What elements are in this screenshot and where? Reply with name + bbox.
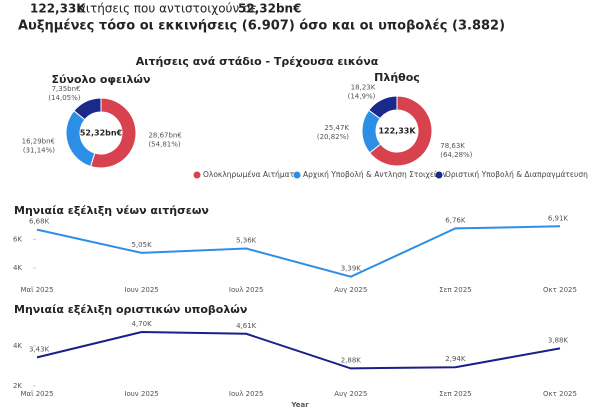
data-label: 28,67bn€ [148, 132, 181, 140]
data-label: 2,88K [341, 356, 362, 364]
y-tick-label: 2K [13, 382, 22, 390]
donut-segment [368, 95, 433, 167]
x-tick-label: Αυγ 2025 [334, 286, 367, 294]
share-label: (20,82%) [317, 133, 349, 141]
donut-title: Πλήθος [374, 71, 420, 84]
donut-segment [368, 95, 398, 120]
data-label: 25,47K [324, 124, 349, 132]
legend-label: Αρχική Υποβολή & Αντληση Στοιχείων [303, 170, 447, 179]
line-series [36, 225, 561, 278]
share-label: (31,14%) [23, 147, 55, 155]
line-series [36, 330, 561, 370]
header-text: αιτήσεις που αντιστοιχούν σε [78, 2, 257, 16]
y-tick-label: 4K [13, 264, 22, 272]
x-tick-label: Μαϊ 2025 [20, 286, 53, 294]
donut-center-label: 122,33K [378, 127, 416, 136]
data-label: 18,23K [351, 84, 376, 92]
y-tick-label: 6K [13, 235, 22, 243]
data-label: 5,05K [132, 241, 153, 249]
data-label: 2,94K [445, 355, 466, 363]
x-axis-title: Year [290, 401, 309, 409]
x-tick-label: Αυγ 2025 [334, 390, 367, 398]
header-amount: 52,32bn€ [238, 2, 301, 16]
share-label: (14,9%) [348, 93, 376, 101]
x-tick-label: Σεπ 2025 [439, 390, 471, 398]
donut-center-label: 52,32bn€ [80, 129, 123, 138]
header-subtitle: Αυξημένες τόσο οι εκκινήσεις (6.907) όσο… [18, 19, 505, 34]
share-label: (54,81%) [148, 141, 180, 149]
share-label: (64,28%) [440, 151, 472, 159]
x-tick-label: Ιουν 2025 [124, 390, 158, 398]
data-label: 6,91K [548, 214, 569, 222]
legend-label: Ολοκληρωμένα Αιτήματα [203, 170, 299, 179]
section-title: Αιτήσεις ανά στάδιο - Τρέχουσα εικόνα [136, 55, 379, 68]
legend-marker [435, 171, 443, 179]
data-label: 5,36K [236, 236, 257, 244]
data-label: 6,68K [29, 218, 50, 226]
donut-segment [73, 97, 102, 121]
data-label: 6,76K [445, 216, 466, 224]
x-tick-label: Ιουλ 2025 [229, 286, 264, 294]
data-label: 4,70K [132, 320, 153, 328]
data-label: 78,63K [440, 142, 465, 150]
x-tick-label: Ιουλ 2025 [229, 390, 264, 398]
x-tick-label: Οκτ 2025 [543, 286, 577, 294]
data-label: 7,35bn€ [52, 85, 81, 93]
data-label: 4,61K [236, 322, 257, 330]
donut-segment [89, 97, 137, 169]
share-label: (14,05%) [48, 94, 80, 102]
legend-marker [293, 171, 301, 179]
x-tick-label: Μαϊ 2025 [20, 390, 53, 398]
data-label: 3,39K [341, 265, 362, 273]
x-tick-label: Οκτ 2025 [543, 390, 577, 398]
legend-label: Οριστική Υποβολή & Διαπραγμάτευση [445, 170, 588, 179]
data-label: 3,43K [29, 345, 50, 353]
y-tick-label: 4K [13, 342, 22, 350]
donut-segment [65, 110, 96, 168]
chart-title: Μηνιαία εξέλιξη νέων αιτήσεων [14, 204, 209, 217]
data-label: 3,88K [548, 336, 569, 344]
donut-title: Σύνολο οφειλών [52, 73, 151, 86]
chart-title: Μηνιαία εξέλιξη οριστικών υποβολών [14, 303, 247, 316]
x-tick-label: Ιουν 2025 [124, 286, 158, 294]
x-tick-label: Σεπ 2025 [439, 286, 471, 294]
data-label: 16,29bn€ [22, 138, 55, 146]
header-count: 122,33K [30, 2, 86, 16]
legend-marker [193, 171, 201, 179]
